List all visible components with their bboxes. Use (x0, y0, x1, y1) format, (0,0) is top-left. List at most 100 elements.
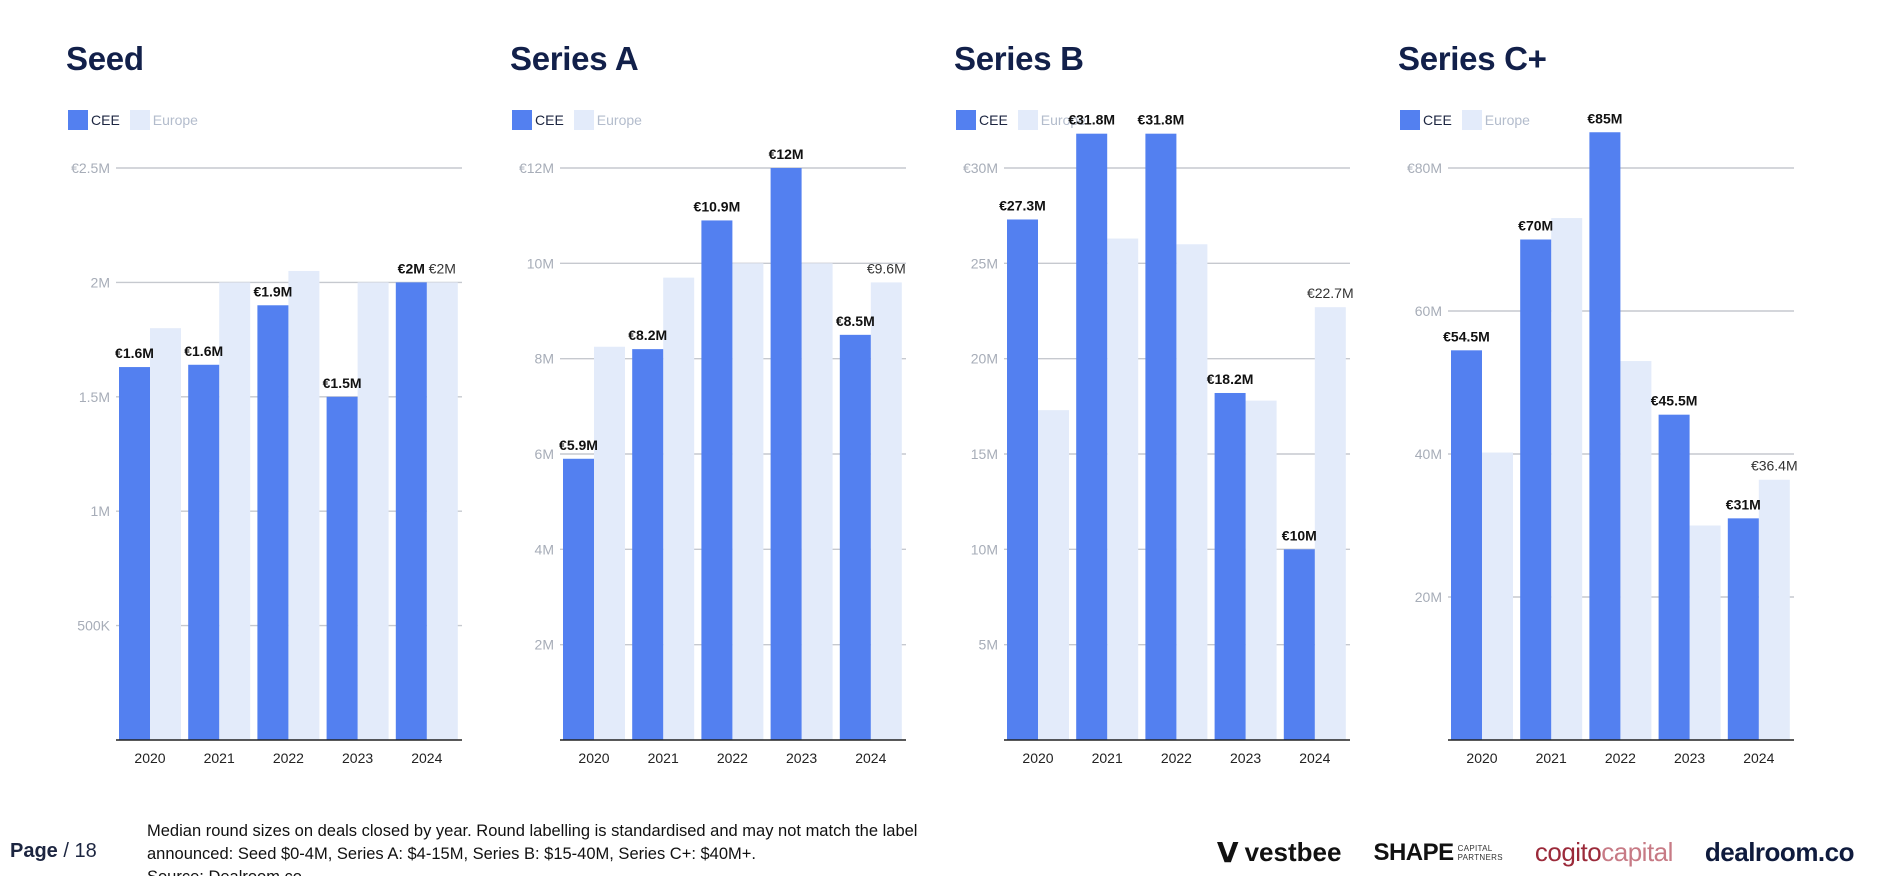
data-label-cee: €54.5M (1443, 328, 1490, 344)
data-label-cee: €1.6M (184, 343, 223, 359)
y-tick-label: 25M (971, 255, 998, 271)
x-tick-label: 2020 (1466, 750, 1497, 766)
chart-panel-series-c: Series C+ CEE Europe 20M 40M 60M €80M €54.5M… (1398, 40, 1838, 766)
legend-label-europe: Europe (596, 112, 642, 128)
bar-europe (1551, 218, 1583, 741)
data-label-cee: €1.5M (323, 375, 362, 391)
legend-swatch-cee (1400, 110, 1420, 130)
legend-label-cee: CEE (91, 112, 120, 128)
y-tick-label: 40M (1415, 446, 1442, 462)
x-tick-label: 2024 (1299, 750, 1330, 766)
bar-cee (563, 458, 594, 740)
chart-panel-series-a: Series A CEE Europe 2M 4M 6M 8M 10M €12M €5.9M… (510, 40, 950, 766)
legend-item-cee: CEE (956, 110, 1008, 130)
legend-item-cee: CEE (512, 110, 564, 130)
x-tick-label: 2024 (411, 750, 442, 766)
shape-subtitle: CAPITAL PARTNERS (1458, 844, 1503, 862)
page-indicator: Page / 18 (10, 840, 97, 863)
bar-cee (326, 396, 358, 740)
bar-europe (357, 282, 389, 740)
legend-label-cee: CEE (535, 112, 564, 128)
bar-europe (594, 346, 625, 740)
data-label-cee: €8.5M (836, 313, 875, 329)
chart-title: Seed (66, 40, 144, 77)
x-tick-label: 2022 (273, 750, 304, 766)
data-label-cee: €5.9M (559, 437, 598, 453)
x-tick-label: 2022 (1161, 750, 1192, 766)
data-label-cee: €31.8M (1138, 112, 1185, 128)
data-label-cee: €10.9M (694, 198, 741, 214)
dealroom-wordmark: dealroom.co (1704, 837, 1855, 867)
bar-cee (395, 282, 427, 740)
bar-europe (1758, 479, 1790, 740)
bar-europe (288, 270, 320, 740)
page-label: Page (10, 840, 58, 862)
data-label-cee: €27.3M (999, 197, 1046, 213)
bar-cee (257, 305, 289, 740)
x-tick-label: 2023 (1674, 750, 1705, 766)
data-label-europe: €9.6M (867, 260, 906, 276)
legend-swatch-cee (956, 110, 976, 130)
bar-cee (839, 334, 871, 740)
data-label-europe: €2M (429, 260, 456, 276)
chart-panel-series-b: Series B CEE Europe 5M 10M 15M 20M 25M €30M €2… (954, 40, 1394, 766)
legend-item-europe: Europe (1017, 110, 1086, 130)
legend-swatch-europe (1461, 110, 1482, 130)
data-label-cee: €18.2M (1207, 371, 1254, 387)
bar-europe (426, 282, 458, 740)
chart-panel-seed: Seed CEE Europe 500K 1M 1.5M 2M €2.5M €1.6M 20… (66, 40, 506, 766)
legend-label-cee: CEE (979, 112, 1008, 128)
y-tick-label: €80M (1407, 160, 1442, 176)
shape-wordmark: SHAPE (1373, 838, 1454, 866)
bar-cee (1658, 414, 1690, 740)
x-tick-label: 2022 (717, 750, 748, 766)
legend-swatch-cee (68, 110, 88, 130)
y-tick-label: 1M (91, 503, 110, 519)
dealroom-logo: dealroom.co (1704, 837, 1855, 868)
y-tick-label: 60M (1415, 303, 1442, 319)
capital-wordmark: capital (1601, 837, 1673, 867)
bar-europe (150, 328, 181, 740)
data-label-europe: €22.7M (1307, 285, 1354, 301)
y-tick-label: 5M (979, 637, 998, 653)
bar-chart-svg: 5M 10M 15M 20M 25M €30M €27.3M 2020 €31.8M 2021 €3… (963, 112, 1354, 766)
x-tick-label: 2020 (1022, 750, 1053, 766)
bar-cee (632, 349, 664, 740)
data-label-cee: €31M (1726, 496, 1761, 512)
chart-title: Series B (954, 40, 1084, 77)
bar-cee (1589, 132, 1621, 740)
legend-swatch-europe (129, 110, 150, 130)
y-tick-label: 10M (527, 255, 554, 271)
vestbee-wordmark: vestbee (1244, 837, 1342, 867)
y-tick-label: 2M (91, 274, 110, 290)
y-tick-label: 15M (971, 446, 998, 462)
bar-cee (1214, 392, 1246, 740)
bar-europe (1176, 244, 1208, 740)
chart-title: Series A (510, 40, 639, 77)
vestbee-mark-icon: 𝗩 (1216, 837, 1239, 868)
legend-label-cee: CEE (1423, 112, 1452, 128)
bar-europe (1482, 452, 1513, 740)
x-tick-label: 2021 (648, 750, 679, 766)
bar-cee (701, 220, 733, 740)
bar-cee (188, 364, 220, 740)
footnote-line: Median round sizes on deals closed by ye… (147, 822, 918, 840)
bar-europe (1314, 307, 1346, 740)
legend-swatch-europe (573, 110, 594, 130)
chart-legend: CEE Europe (68, 110, 208, 130)
x-tick-label: 2023 (342, 750, 373, 766)
bar-europe (1038, 410, 1069, 740)
legend-swatch-europe (1017, 110, 1038, 130)
legend-item-cee: CEE (68, 110, 120, 130)
shape-subtitle-line: CAPITAL (1457, 843, 1493, 853)
x-tick-label: 2021 (1092, 750, 1123, 766)
legend-item-europe: Europe (129, 110, 198, 130)
data-label-cee: €12M (769, 146, 804, 162)
bar-cee (119, 367, 150, 740)
x-tick-label: 2021 (1536, 750, 1567, 766)
data-label-cee: €45.5M (1651, 393, 1698, 409)
legend-item-europe: Europe (1461, 110, 1530, 130)
y-tick-label: 1.5M (79, 389, 110, 405)
bar-cee (1520, 239, 1552, 740)
bar-cee (1451, 350, 1482, 740)
